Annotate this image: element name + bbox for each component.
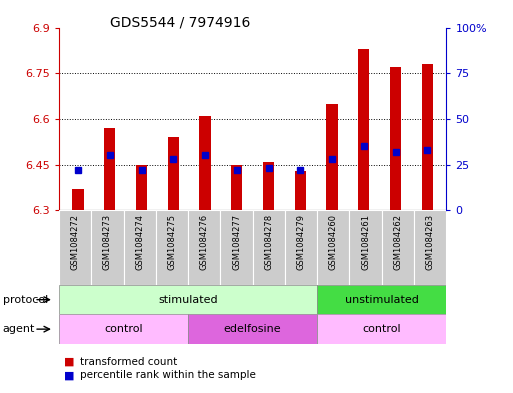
Bar bbox=[188, 210, 221, 285]
Bar bbox=[136, 165, 147, 210]
Text: GSM1084274: GSM1084274 bbox=[135, 214, 144, 270]
Text: edelfosine: edelfosine bbox=[224, 324, 282, 334]
Text: control: control bbox=[363, 324, 401, 334]
Text: GSM1084262: GSM1084262 bbox=[393, 214, 402, 270]
Text: protocol: protocol bbox=[3, 295, 48, 305]
Bar bbox=[124, 210, 156, 285]
Text: GSM1084277: GSM1084277 bbox=[232, 214, 241, 270]
Bar bbox=[294, 171, 306, 210]
Bar bbox=[317, 314, 446, 344]
Text: unstimulated: unstimulated bbox=[345, 295, 419, 305]
Text: stimulated: stimulated bbox=[159, 295, 218, 305]
Bar bbox=[326, 104, 338, 210]
Bar bbox=[390, 67, 401, 210]
Bar bbox=[422, 64, 433, 210]
Text: GSM1084278: GSM1084278 bbox=[264, 214, 273, 270]
Text: GSM1084263: GSM1084263 bbox=[426, 214, 435, 270]
Bar bbox=[59, 210, 91, 285]
Text: GSM1084276: GSM1084276 bbox=[200, 214, 209, 270]
Bar bbox=[349, 210, 382, 285]
Bar bbox=[200, 116, 211, 210]
Bar bbox=[317, 210, 349, 285]
Text: agent: agent bbox=[3, 324, 35, 334]
Bar bbox=[72, 189, 84, 210]
Text: GSM1084272: GSM1084272 bbox=[71, 214, 80, 270]
Bar bbox=[59, 285, 317, 314]
Bar bbox=[253, 210, 285, 285]
Bar bbox=[414, 210, 446, 285]
Bar bbox=[156, 210, 188, 285]
Text: ■: ■ bbox=[64, 370, 74, 380]
Bar bbox=[317, 285, 446, 314]
Bar bbox=[221, 210, 253, 285]
Text: percentile rank within the sample: percentile rank within the sample bbox=[80, 370, 255, 380]
Text: GDS5544 / 7974916: GDS5544 / 7974916 bbox=[110, 16, 251, 30]
Bar bbox=[358, 49, 369, 210]
Bar bbox=[231, 165, 242, 210]
Bar bbox=[59, 314, 188, 344]
Bar bbox=[168, 137, 179, 210]
Bar bbox=[285, 210, 317, 285]
Bar bbox=[188, 314, 317, 344]
Bar bbox=[382, 210, 414, 285]
Text: GSM1084273: GSM1084273 bbox=[103, 214, 112, 270]
Text: ■: ■ bbox=[64, 356, 74, 367]
Text: control: control bbox=[104, 324, 143, 334]
Text: GSM1084261: GSM1084261 bbox=[361, 214, 370, 270]
Bar bbox=[263, 162, 274, 210]
Text: GSM1084275: GSM1084275 bbox=[167, 214, 176, 270]
Bar bbox=[91, 210, 124, 285]
Text: GSM1084260: GSM1084260 bbox=[329, 214, 338, 270]
Text: GSM1084279: GSM1084279 bbox=[297, 214, 306, 270]
Bar bbox=[104, 128, 115, 210]
Text: transformed count: transformed count bbox=[80, 356, 177, 367]
